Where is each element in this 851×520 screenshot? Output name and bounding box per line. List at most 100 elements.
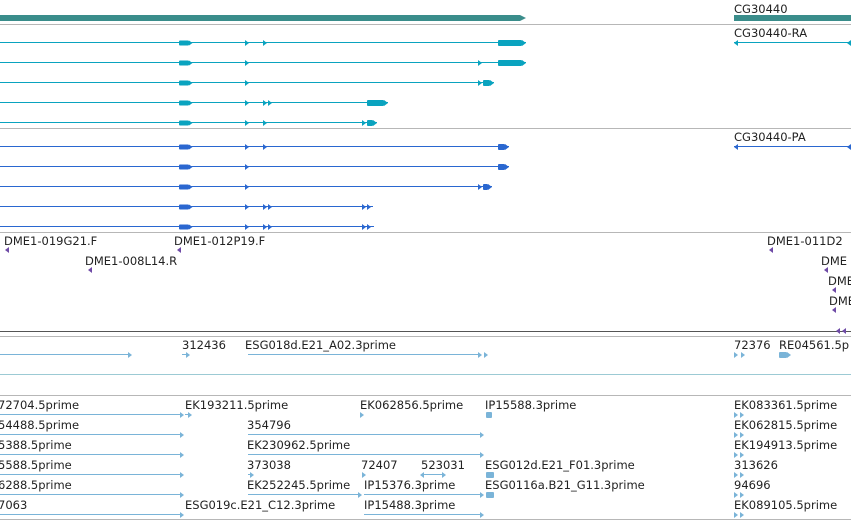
strand-arrow[interactable]	[362, 204, 366, 210]
exon-block[interactable]	[179, 80, 189, 86]
est-arrow[interactable]	[480, 432, 484, 438]
est-label[interactable]: 94696	[734, 478, 771, 492]
est-marker[interactable]	[779, 352, 787, 358]
strand-arrow[interactable]	[847, 144, 851, 150]
gene-glyph[interactable]	[0, 15, 526, 21]
strand-arrow[interactable]	[245, 204, 249, 210]
est-marker[interactable]	[360, 412, 364, 418]
est-marker[interactable]	[420, 472, 424, 478]
strand-arrow[interactable]	[478, 80, 482, 86]
est-arrow[interactable]	[358, 492, 362, 498]
est-marker[interactable]	[486, 492, 494, 498]
strand-arrow[interactable]	[245, 40, 249, 46]
est-label[interactable]: EK062815.5prime	[734, 418, 838, 432]
clone-label[interactable]: DME1-012P19.F	[174, 234, 266, 248]
exon-block[interactable]	[179, 144, 189, 150]
strand-arrow[interactable]	[263, 40, 267, 46]
est-marker[interactable]	[362, 472, 366, 478]
strand-arrow[interactable]	[189, 184, 193, 190]
clone-marker[interactable]	[842, 328, 846, 334]
clone-label[interactable]: DME1-011D2	[767, 234, 843, 248]
strand-arrow[interactable]	[522, 40, 526, 46]
strand-arrow[interactable]	[245, 144, 249, 150]
est-label[interactable]: 312436	[182, 338, 226, 352]
est-label[interactable]: IP15588.3prime	[485, 398, 577, 412]
strand-arrow[interactable]	[189, 144, 193, 150]
exon-block[interactable]	[179, 184, 189, 190]
strand-arrow[interactable]	[189, 204, 193, 210]
est-label[interactable]: 5588.5prime	[0, 458, 72, 472]
est-arrow[interactable]	[180, 492, 184, 498]
est-label[interactable]: EK194913.5prime	[734, 438, 838, 452]
est-label[interactable]: 313626	[734, 458, 778, 472]
strand-arrow[interactable]	[488, 184, 492, 190]
strand-arrow[interactable]	[245, 120, 249, 126]
strand-arrow[interactable]	[263, 144, 267, 150]
clone-marker[interactable]	[5, 247, 9, 253]
est-label[interactable]: 523031	[421, 458, 465, 472]
exon-block[interactable]	[498, 60, 522, 66]
strand-arrow[interactable]	[263, 224, 267, 230]
clone-marker[interactable]	[177, 247, 181, 253]
clone-label[interactable]: DME1-019G21.F	[4, 234, 98, 248]
strand-arrow[interactable]	[189, 60, 193, 66]
clone-label[interactable]: DME	[829, 294, 851, 308]
exon-block[interactable]	[367, 120, 373, 126]
clone-marker[interactable]	[824, 267, 828, 273]
strand-arrow[interactable]	[245, 164, 249, 170]
est-marker[interactable]	[734, 352, 738, 358]
strand-arrow[interactable]	[263, 120, 267, 126]
est-marker[interactable]	[740, 492, 744, 498]
transcript-label-pa[interactable]: CG30440-PA	[734, 130, 806, 144]
est-marker[interactable]	[740, 432, 744, 438]
est-arrow[interactable]	[250, 472, 254, 478]
exon-block[interactable]	[179, 224, 189, 230]
est-arrow[interactable]	[480, 512, 484, 518]
clone-label[interactable]: DME	[828, 274, 851, 288]
strand-arrow[interactable]	[734, 40, 738, 46]
strand-arrow[interactable]	[522, 60, 526, 66]
est-label[interactable]: IP15488.3prime	[364, 498, 456, 512]
est-marker[interactable]	[740, 452, 744, 458]
strand-arrow[interactable]	[367, 204, 371, 210]
strand-arrow[interactable]	[505, 164, 509, 170]
exon-block[interactable]	[498, 164, 505, 170]
est-label[interactable]: 354796	[247, 418, 291, 432]
est-arrow[interactable]	[180, 432, 184, 438]
est-arrow[interactable]	[480, 452, 484, 458]
est-label[interactable]: 7063	[0, 498, 28, 512]
est-label[interactable]: RE04561.5p	[779, 338, 850, 352]
est-marker[interactable]	[741, 352, 745, 358]
gene-glyph[interactable]	[734, 15, 851, 21]
est-arrow[interactable]	[180, 472, 184, 478]
strand-arrow[interactable]	[245, 100, 249, 106]
est-label[interactable]: EK062856.5prime	[360, 398, 464, 412]
exon-block[interactable]	[179, 40, 189, 46]
est-label[interactable]: EK193211.5prime	[185, 398, 289, 412]
est-marker[interactable]	[734, 432, 738, 438]
exon-block[interactable]	[483, 80, 490, 86]
transcript-label-ra[interactable]: CG30440-RA	[734, 26, 808, 40]
strand-arrow[interactable]	[263, 204, 267, 210]
est-arrow[interactable]	[480, 492, 484, 498]
est-label[interactable]: 72376	[734, 338, 771, 352]
est-marker[interactable]	[486, 412, 492, 418]
est-arrow[interactable]	[478, 352, 482, 358]
gene-label[interactable]: CG30440	[734, 2, 788, 16]
strand-arrow[interactable]	[384, 100, 388, 106]
clone-label[interactable]: DME	[821, 254, 848, 268]
strand-arrow[interactable]	[189, 100, 193, 106]
strand-arrow[interactable]	[189, 224, 193, 230]
est-label[interactable]: 5388.5prime	[0, 438, 72, 452]
exon-block[interactable]	[179, 100, 189, 106]
est-label[interactable]: 72407	[361, 458, 398, 472]
clone-marker[interactable]	[88, 267, 92, 273]
exon-block[interactable]	[483, 184, 488, 190]
clone-marker[interactable]	[769, 247, 773, 253]
est-marker[interactable]	[787, 352, 791, 358]
est-label[interactable]: EK089105.5prime	[734, 498, 838, 512]
strand-arrow[interactable]	[268, 224, 272, 230]
est-arrow[interactable]	[180, 452, 184, 458]
est-marker[interactable]	[188, 412, 192, 418]
strand-arrow[interactable]	[189, 40, 193, 46]
